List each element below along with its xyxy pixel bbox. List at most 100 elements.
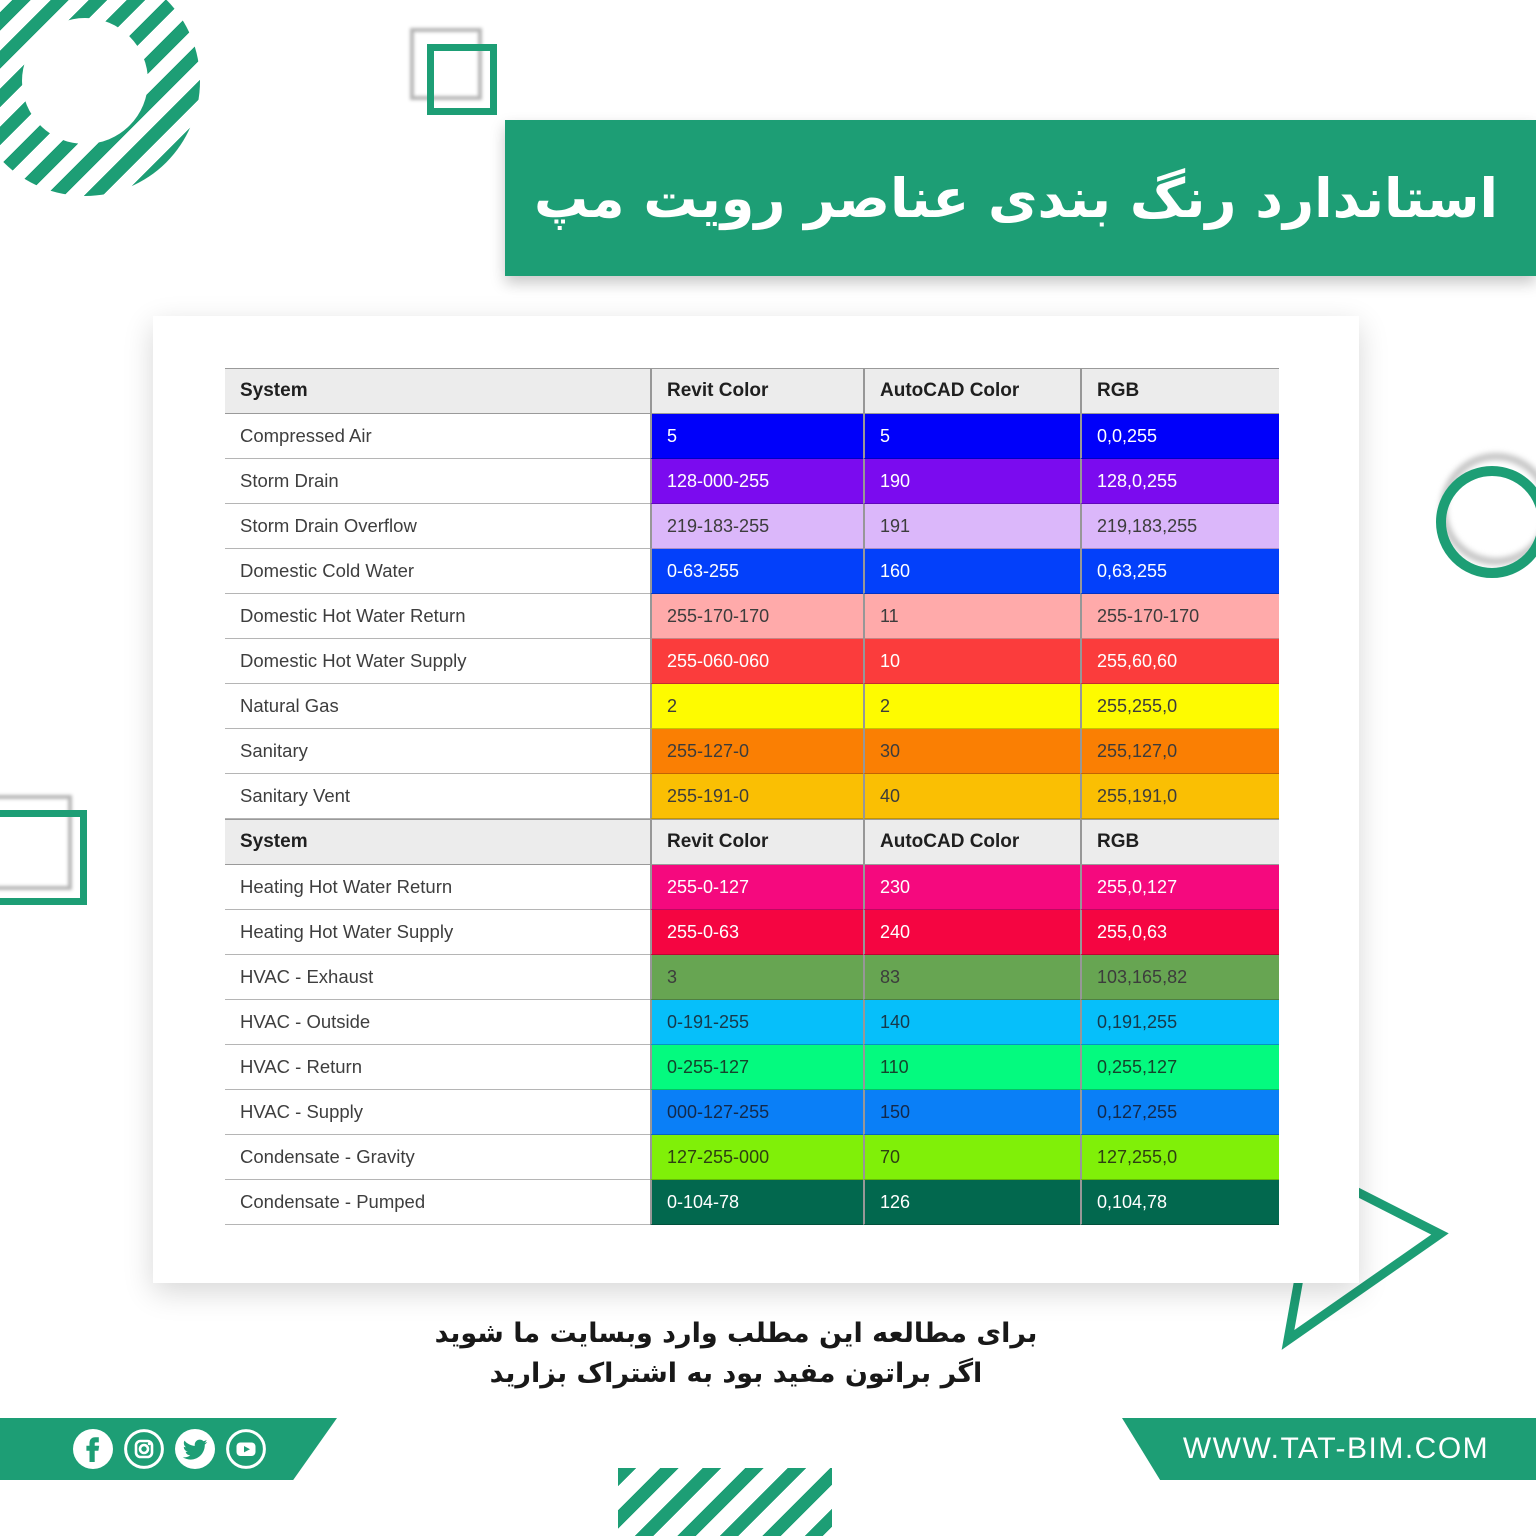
rgb-cell: 0,255,127 <box>1080 1045 1279 1090</box>
revit-color-cell: 255-060-060 <box>650 639 863 684</box>
website-link[interactable]: WWW.TAT-BIM.COM <box>1182 1432 1490 1465</box>
autocad-color-cell: 126 <box>863 1180 1080 1225</box>
system-cell: Natural Gas <box>225 684 650 729</box>
color-table: System Revit Color AutoCAD Color RGB Compres… <box>225 368 1279 1225</box>
table-row: Domestic Hot Water Return 255-170-170 11 25… <box>225 594 1279 639</box>
social-ribbon <box>0 1418 337 1480</box>
autocad-color-cell: 110 <box>863 1045 1080 1090</box>
rgb-cell: 0,63,255 <box>1080 549 1279 594</box>
revit-color-cell: 3 <box>650 955 863 1000</box>
system-cell: HVAC - Return <box>225 1045 650 1090</box>
table-row: HVAC - Return 0-255-127 110 0,255,127 <box>225 1045 1279 1090</box>
table-header-row: System Revit Color AutoCAD Color RGB <box>225 819 1279 865</box>
website-ribbon: WWW.TAT-BIM.COM <box>1122 1418 1536 1480</box>
autocad-color-cell: 240 <box>863 910 1080 955</box>
table-row: Sanitary Vent 255-191-0 40 255,191,0 <box>225 774 1279 819</box>
rgb-cell: 255,0,63 <box>1080 910 1279 955</box>
rgb-cell: 128,0,255 <box>1080 459 1279 504</box>
system-cell: Compressed Air <box>225 414 650 459</box>
revit-color-cell: 2 <box>650 684 863 729</box>
table-row: Natural Gas 2 2 255,255,0 <box>225 684 1279 729</box>
footer-note-line1: برای مطالعه این مطلب وارد وبسایت ما شوید <box>434 1318 1038 1349</box>
revit-color-cell: 0-104-78 <box>650 1180 863 1225</box>
autocad-color-cell: 83 <box>863 955 1080 1000</box>
instagram-icon[interactable] <box>124 1429 164 1469</box>
header-cell: System <box>225 368 650 414</box>
rgb-cell: 255,0,127 <box>1080 865 1279 910</box>
gray-square-decoration <box>0 795 72 890</box>
autocad-color-cell: 2 <box>863 684 1080 729</box>
page-title: استاندارد رنگ بندی عناصر رویت مپ <box>533 166 1498 230</box>
facebook-icon[interactable] <box>73 1429 113 1469</box>
revit-color-cell: 127-255-000 <box>650 1135 863 1180</box>
table-row: Storm Drain Overflow 219-183-255 191 219,18… <box>225 504 1279 549</box>
youtube-icon[interactable] <box>226 1429 266 1469</box>
revit-color-cell: 255-0-63 <box>650 910 863 955</box>
green-square-decoration <box>0 810 87 905</box>
revit-color-cell: 0-255-127 <box>650 1045 863 1090</box>
system-cell: Condensate - Gravity <box>225 1135 650 1180</box>
rgb-cell: 0,127,255 <box>1080 1090 1279 1135</box>
rgb-cell: 255,127,0 <box>1080 729 1279 774</box>
revit-color-cell: 0-63-255 <box>650 549 863 594</box>
header-cell: Revit Color <box>650 819 863 865</box>
table-row: Condensate - Pumped 0-104-78 126 0,104,78 <box>225 1180 1279 1225</box>
table-row: Condensate - Gravity 127-255-000 70 127,255… <box>225 1135 1279 1180</box>
system-cell: Sanitary <box>225 729 650 774</box>
system-cell: Heating Hot Water Return <box>225 865 650 910</box>
system-cell: Heating Hot Water Supply <box>225 910 650 955</box>
striped-band-decoration <box>618 1468 832 1536</box>
table-row: Storm Drain 128-000-255 190 128,0,255 <box>225 459 1279 504</box>
table-row: Compressed Air 5 5 0,0,255 <box>225 414 1279 459</box>
table-row: Domestic Hot Water Supply 255-060-060 10 25… <box>225 639 1279 684</box>
title-banner: استاندارد رنگ بندی عناصر رویت مپ <box>505 120 1536 276</box>
rgb-cell: 103,165,82 <box>1080 955 1279 1000</box>
revit-color-cell: 219-183-255 <box>650 504 863 549</box>
revit-color-cell: 255-191-0 <box>650 774 863 819</box>
autocad-color-cell: 30 <box>863 729 1080 774</box>
system-cell: HVAC - Outside <box>225 1000 650 1045</box>
system-cell: HVAC - Exhaust <box>225 955 650 1000</box>
table-row: HVAC - Outside 0-191-255 140 0,191,255 <box>225 1000 1279 1045</box>
rgb-cell: 0,0,255 <box>1080 414 1279 459</box>
green-square-decoration <box>427 44 497 115</box>
system-cell: Condensate - Pumped <box>225 1180 650 1225</box>
rgb-cell: 0,104,78 <box>1080 1180 1279 1225</box>
table-row: Sanitary 255-127-0 30 255,127,0 <box>225 729 1279 774</box>
content-card: System Revit Color AutoCAD Color RGB Compres… <box>153 316 1359 1283</box>
header-cell: Revit Color <box>650 368 863 414</box>
system-cell: Domestic Hot Water Return <box>225 594 650 639</box>
autocad-color-cell: 10 <box>863 639 1080 684</box>
table-row: Domestic Cold Water 0-63-255 160 0,63,255 <box>225 549 1279 594</box>
autocad-color-cell: 40 <box>863 774 1080 819</box>
table-header-row: System Revit Color AutoCAD Color RGB <box>225 368 1279 414</box>
rgb-cell: 255,60,60 <box>1080 639 1279 684</box>
autocad-color-cell: 160 <box>863 549 1080 594</box>
revit-color-cell: 000-127-255 <box>650 1090 863 1135</box>
table-row: Heating Hot Water Return 255-0-127 230 255,… <box>225 865 1279 910</box>
table-row: HVAC - Supply 000-127-255 150 0,127,255 <box>225 1090 1279 1135</box>
revit-color-cell: 255-170-170 <box>650 594 863 639</box>
table-row: Heating Hot Water Supply 255-0-63 240 255,0… <box>225 910 1279 955</box>
rgb-cell: 255,191,0 <box>1080 774 1279 819</box>
system-cell: Storm Drain <box>225 459 650 504</box>
autocad-color-cell: 150 <box>863 1090 1080 1135</box>
rgb-cell: 127,255,0 <box>1080 1135 1279 1180</box>
header-cell: AutoCAD Color <box>863 368 1080 414</box>
revit-color-cell: 255-0-127 <box>650 865 863 910</box>
striped-ring-decoration <box>0 0 200 196</box>
twitter-icon[interactable] <box>175 1429 215 1469</box>
revit-color-cell: 5 <box>650 414 863 459</box>
rgb-cell: 255,255,0 <box>1080 684 1279 729</box>
table-row: HVAC - Exhaust 3 83 103,165,82 <box>225 955 1279 1000</box>
system-cell: Domestic Cold Water <box>225 549 650 594</box>
footer-note: برای مطالعه این مطلب وارد وبسایت ما شوید… <box>386 1314 1086 1394</box>
autocad-color-cell: 5 <box>863 414 1080 459</box>
rgb-cell: 255-170-170 <box>1080 594 1279 639</box>
header-cell: AutoCAD Color <box>863 819 1080 865</box>
system-cell: Domestic Hot Water Supply <box>225 639 650 684</box>
autocad-color-cell: 70 <box>863 1135 1080 1180</box>
revit-color-cell: 255-127-0 <box>650 729 863 774</box>
autocad-color-cell: 230 <box>863 865 1080 910</box>
